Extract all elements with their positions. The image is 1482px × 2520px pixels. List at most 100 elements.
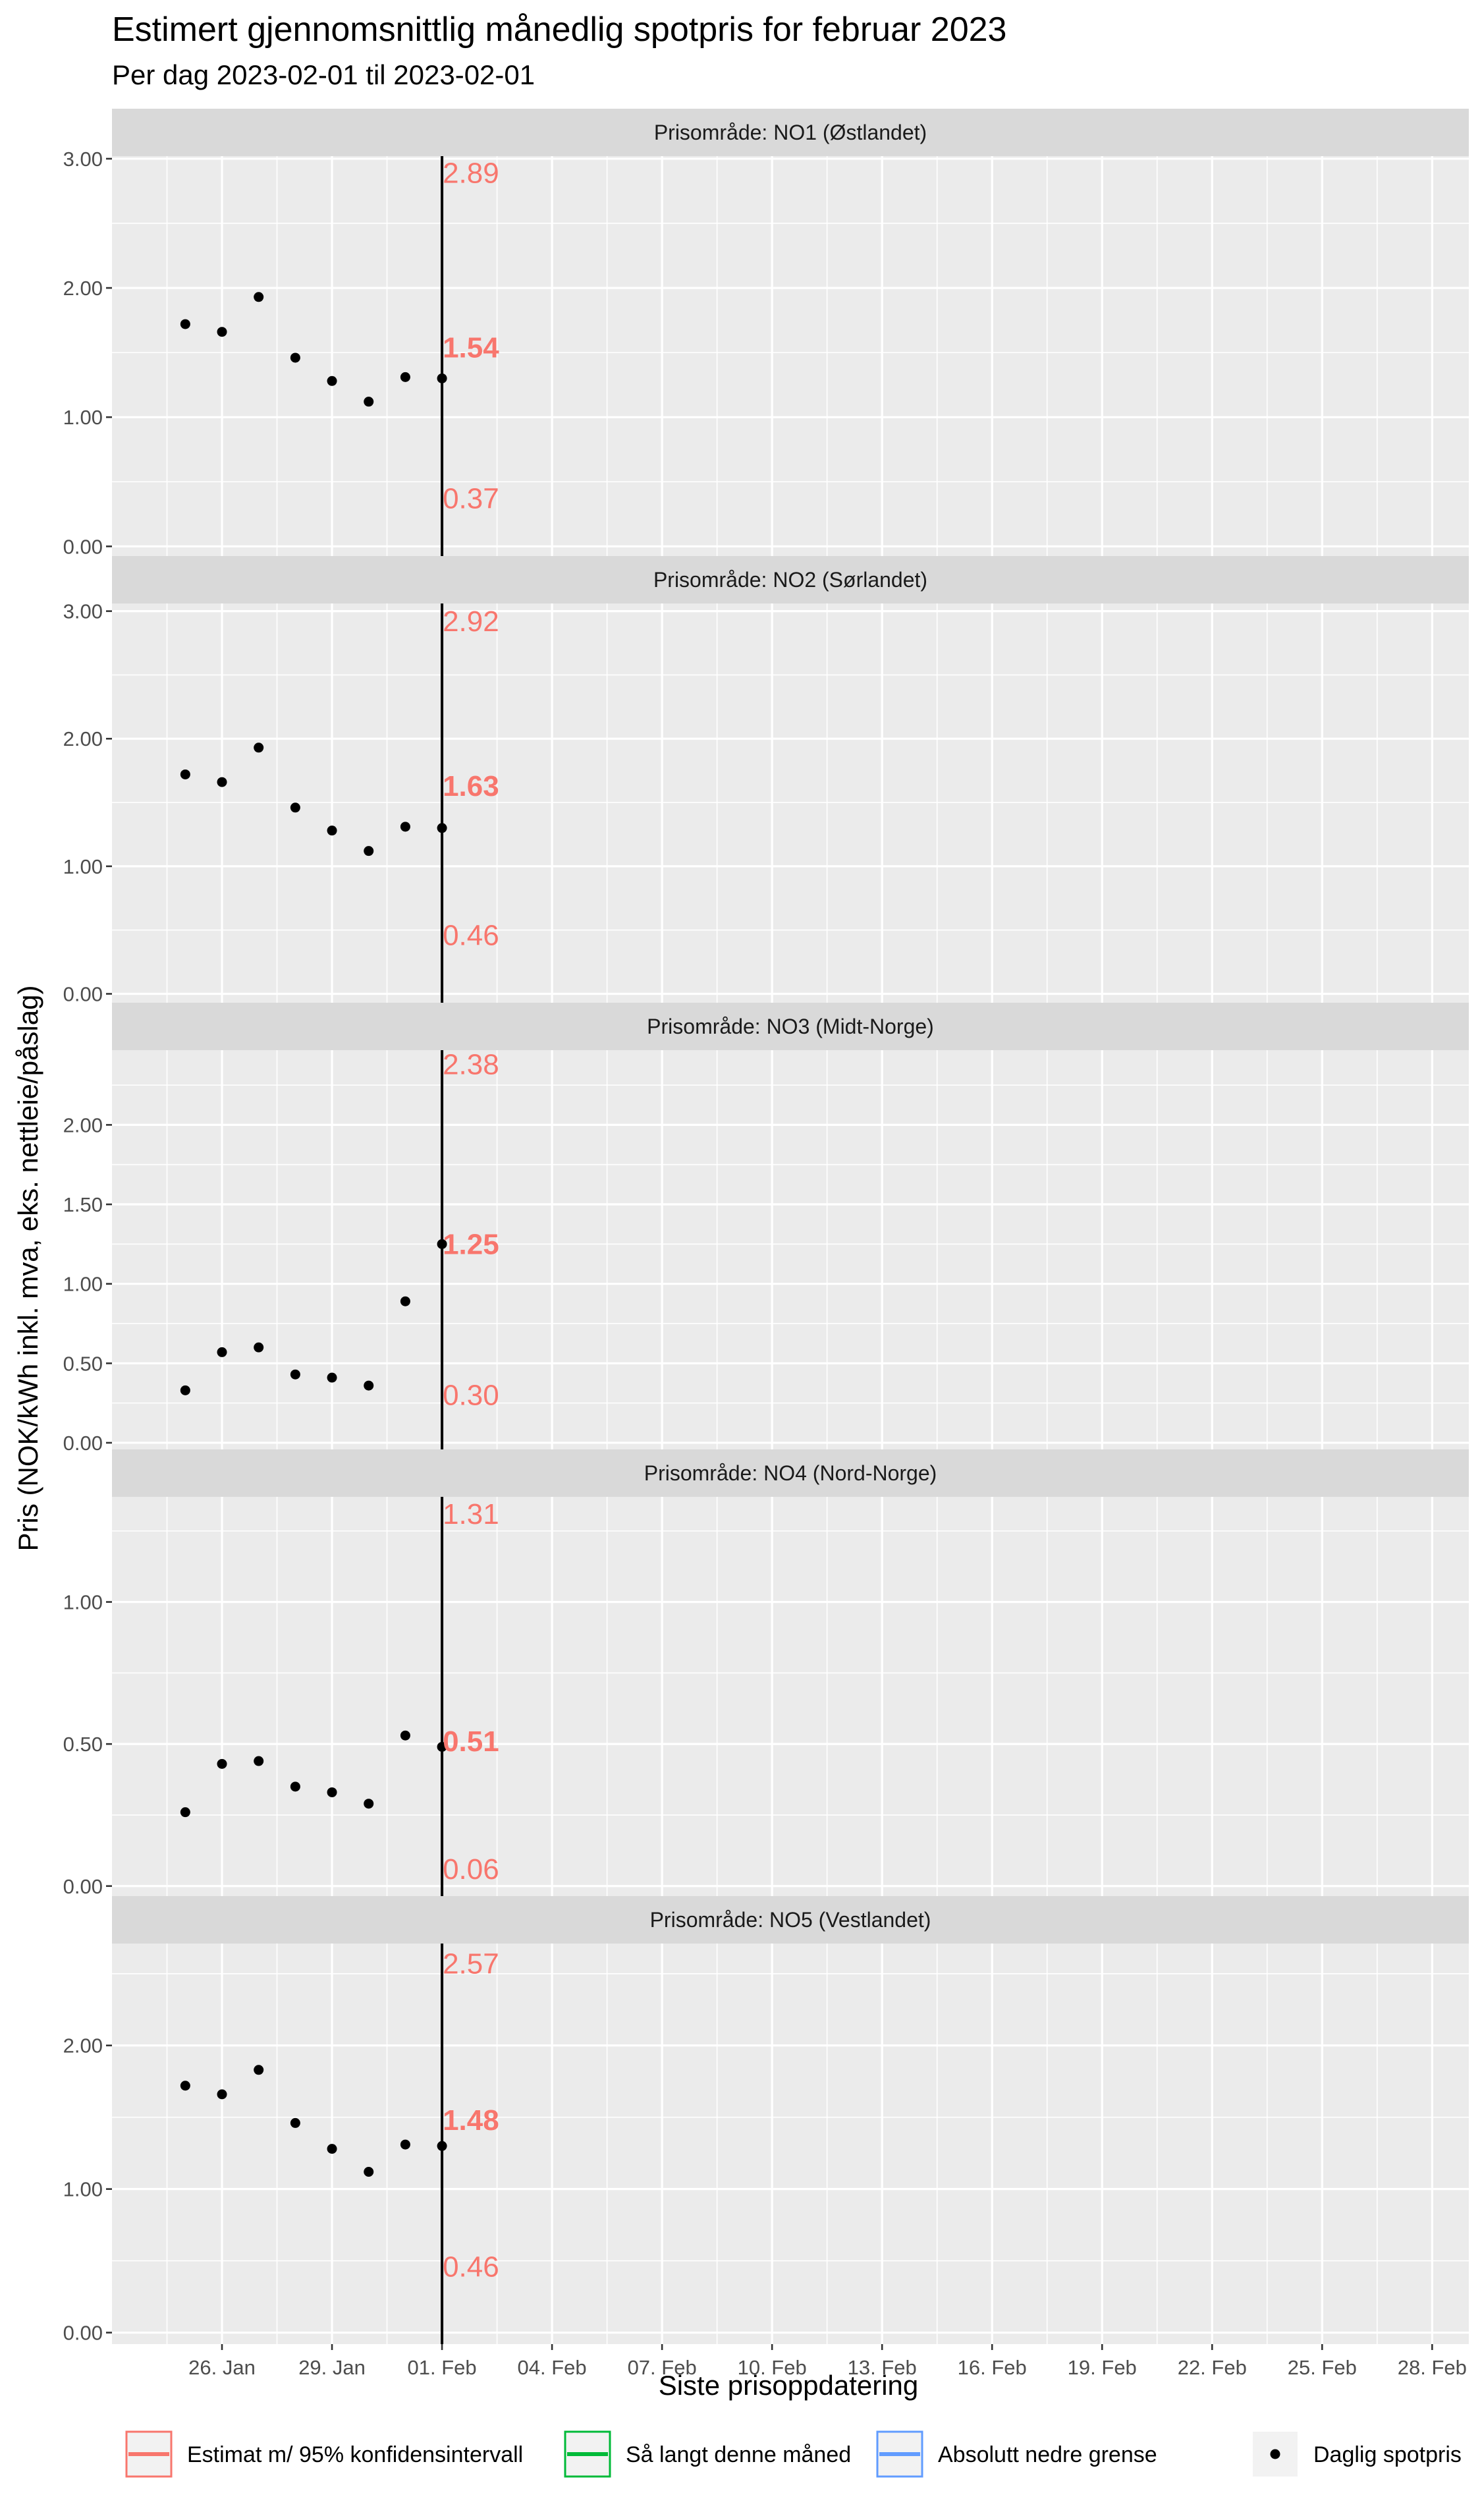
y-tick-label: 1.00 — [63, 1591, 103, 1614]
chart-legend: Estimat m/ 95% konfidensintervall Så lang… — [125, 2430, 1462, 2478]
y-tick-label: 1.50 — [63, 1193, 103, 1216]
daily-price-point — [180, 1807, 190, 1818]
daily-price-point — [400, 1296, 410, 1306]
x-tick-label: 01. Feb — [408, 2356, 477, 2379]
chart-panels: Prisområde: NO1 (Østlandet) 0.00 1.00 2.00 3… — [63, 109, 1469, 2379]
estimate-low-label: 0.30 — [443, 1380, 499, 1412]
daily-price-point — [327, 1787, 337, 1797]
y-tick-label: 0.00 — [63, 535, 103, 558]
y-tick-label: 2.00 — [63, 277, 103, 300]
daily-price-point — [180, 1385, 190, 1395]
legend-label: Absolutt nedre grense — [938, 2442, 1157, 2467]
facet-panel-4: Prisområde: NO4 (Nord-Norge) 0.00 0.50 1.00… — [63, 1449, 1469, 1898]
daily-price-point — [180, 769, 190, 779]
facet-strip-label: Prisområde: NO4 (Nord-Norge) — [644, 1461, 937, 1485]
legend-point-swatch — [1270, 2449, 1280, 2459]
legend-item-1: Estimat m/ 95% konfidensintervall — [125, 2430, 523, 2478]
daily-price-point — [400, 2139, 410, 2150]
daily-price-point — [217, 1347, 227, 1357]
facet-strip — [112, 109, 1469, 156]
legend-item-3: Absolutt nedre grense — [876, 2430, 1157, 2478]
x-tick-label: 10. Feb — [738, 2356, 807, 2379]
facet-strip-label: Prisområde: NO3 (Midt-Norge) — [647, 1015, 934, 1038]
daily-price-point — [254, 2065, 264, 2075]
x-tick-label: 13. Feb — [848, 2356, 917, 2379]
panel-background — [112, 1944, 1469, 2344]
y-tick-label: 0.00 — [63, 1875, 103, 1898]
x-tick-label: 25. Feb — [1288, 2356, 1357, 2379]
panel-background — [112, 1050, 1469, 1451]
estimate-high-label: 2.38 — [443, 1049, 499, 1081]
facet-panel-1: Prisområde: NO1 (Østlandet) 0.00 1.00 2.00 3… — [63, 109, 1469, 558]
daily-price-point — [290, 1369, 300, 1380]
estimate-mid-label: 1.63 — [443, 770, 499, 802]
daily-price-point — [217, 1758, 227, 1769]
daily-price-point — [254, 1342, 264, 1353]
daily-price-point — [327, 826, 337, 836]
daily-price-point — [327, 2144, 337, 2154]
facet-strip — [112, 1449, 1469, 1497]
estimate-mid-label: 1.25 — [443, 1228, 499, 1260]
x-tick-label: 16. Feb — [958, 2356, 1027, 2379]
estimate-mid-label: 1.48 — [443, 2104, 499, 2137]
legend-item-2: Så langt denne måned — [564, 2430, 851, 2478]
y-tick-label: 2.00 — [63, 2034, 103, 2058]
panel-background — [112, 156, 1469, 557]
y-tick-label: 1.00 — [63, 406, 103, 429]
facet-strip — [112, 1896, 1469, 1944]
estimate-low-label: 0.46 — [443, 2251, 499, 2283]
daily-price-point — [364, 1380, 374, 1391]
facet-strip-label: Prisområde: NO1 (Østlandet) — [654, 121, 927, 144]
x-tick-label: 26. Jan — [188, 2356, 256, 2379]
daily-price-point — [327, 1372, 337, 1383]
estimate-mid-label: 0.51 — [443, 1725, 499, 1758]
daily-price-point — [254, 742, 264, 753]
y-tick-label: 1.00 — [63, 855, 103, 878]
daily-price-point — [364, 846, 374, 856]
y-tick-label: 0.00 — [63, 1432, 103, 1455]
y-tick-label: 0.50 — [63, 1352, 103, 1375]
x-tick-label: 07. Feb — [628, 2356, 697, 2379]
legend-label: Så langt denne måned — [626, 2442, 851, 2467]
daily-price-point — [437, 2141, 447, 2151]
y-tick-label: 3.00 — [63, 148, 103, 171]
chart-subtitle: Per dag 2023-02-01 til 2023-02-01 — [112, 59, 535, 90]
daily-price-point — [437, 823, 447, 833]
daily-price-point — [437, 373, 447, 383]
x-tick-label: 22. Feb — [1178, 2356, 1247, 2379]
daily-price-point — [290, 2117, 300, 2128]
facet-strip — [112, 556, 1469, 603]
x-tick-label: 29. Jan — [298, 2356, 366, 2379]
facet-strip-label: Prisområde: NO5 (Vestlandet) — [650, 1908, 931, 1932]
daily-price-point — [254, 292, 264, 302]
legend-label: Estimat m/ 95% konfidensintervall — [187, 2442, 523, 2467]
facet-strip — [112, 1003, 1469, 1050]
y-tick-label: 0.00 — [63, 983, 103, 1006]
daily-price-point — [437, 1239, 447, 1249]
y-tick-label: 2.00 — [63, 1113, 103, 1136]
facet-strip-label: Prisområde: NO2 (Sørlandet) — [653, 568, 927, 592]
daily-price-point — [400, 822, 410, 832]
y-tick-label: 1.00 — [63, 2178, 103, 2201]
estimate-mid-label: 1.54 — [443, 331, 499, 364]
estimate-low-label: 0.06 — [443, 1853, 499, 1886]
y-tick-label: 0.00 — [63, 2322, 103, 2345]
estimate-low-label: 0.46 — [443, 919, 499, 951]
daily-price-point — [180, 2081, 190, 2091]
estimate-high-label: 1.31 — [443, 1498, 499, 1530]
daily-price-point — [327, 376, 337, 386]
chart-title: Estimert gjennomsnittlig månedlig spotpr… — [112, 11, 1007, 49]
daily-price-point — [364, 397, 374, 407]
daily-price-point — [400, 1730, 410, 1741]
daily-price-point — [290, 802, 300, 813]
y-tick-label: 2.00 — [63, 727, 103, 750]
facet-panel-2: Prisområde: NO2 (Sørlandet) 0.00 1.00 2.00 3… — [63, 556, 1469, 1006]
panel-background — [112, 1497, 1469, 1897]
daily-price-point — [364, 1799, 374, 1809]
estimate-high-label: 2.89 — [443, 157, 499, 189]
x-tick-label: 28. Feb — [1398, 2356, 1467, 2379]
daily-price-point — [400, 372, 410, 382]
x-tick-label: 19. Feb — [1068, 2356, 1137, 2379]
y-tick-label: 3.00 — [63, 600, 103, 623]
y-tick-label: 0.50 — [63, 1733, 103, 1756]
